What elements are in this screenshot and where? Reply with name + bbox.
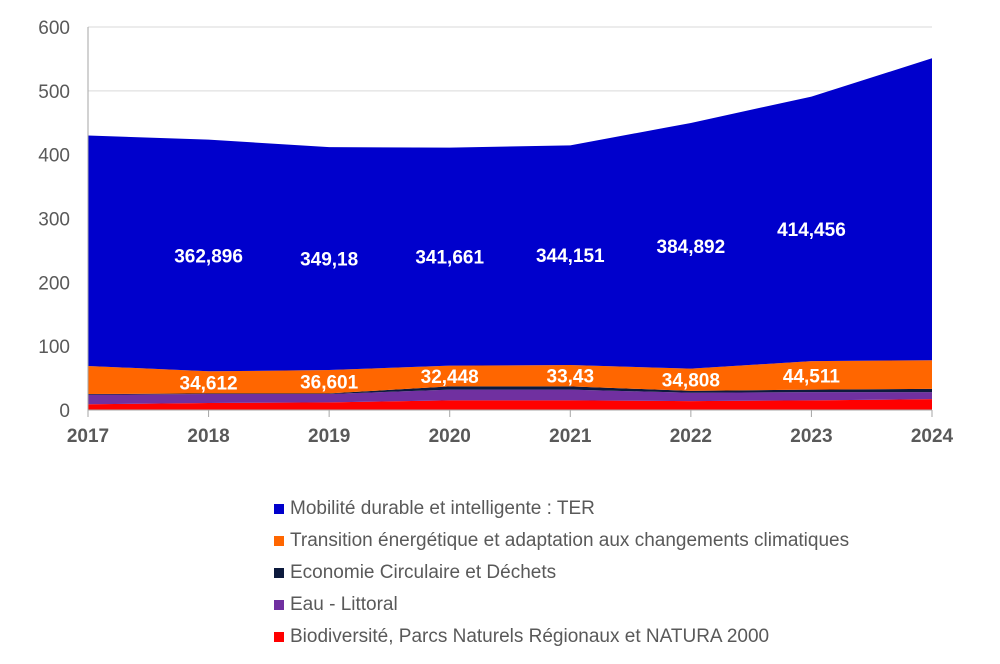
x-tick-label: 2021	[549, 426, 592, 447]
data-label: 341,661	[415, 248, 484, 269]
legend-label: Biodiversité, Parcs Naturels Régionaux e…	[290, 626, 770, 647]
legend-item: Eau - Littoral	[274, 589, 849, 621]
y-tick-label: 300	[38, 210, 70, 231]
legend-item: Biodiversité, Parcs Naturels Régionaux e…	[274, 621, 849, 653]
legend-swatch-icon	[274, 632, 284, 642]
area-biodiversite-parcs-naturels-regionaux-et-natura-2000	[88, 399, 932, 410]
x-tick-label: 2024	[911, 426, 954, 447]
area-series	[88, 58, 932, 410]
legend: Mobilité durable et intelligente : TER Tr…	[274, 493, 849, 653]
data-labels: 34,612 36,601 32,448 33,43 34,808 44,511 362,8…	[174, 220, 846, 394]
legend-item: Mobilité durable et intelligente : TER	[274, 493, 849, 525]
legend-label: Transition énergétique et adaptation aux…	[290, 530, 850, 551]
area-transition-energetique-et-adaptation-aux-changements-climatiques	[88, 360, 932, 395]
stacked-area-chart: 0 100 200 300 400 500 600 2017 2018 2019 2020 2021…	[38, 18, 954, 447]
data-label: 349,18	[300, 250, 358, 271]
x-tick-label: 2017	[67, 426, 109, 447]
legend-swatch-icon	[274, 504, 284, 514]
y-tick-label: 400	[38, 146, 70, 167]
area-eau-littoral	[88, 389, 932, 405]
data-label: 362,896	[174, 246, 243, 267]
x-tick-label: 2020	[429, 426, 471, 447]
data-label: 33,43	[547, 367, 595, 388]
legend-swatch-icon	[274, 568, 284, 578]
legend-swatch-icon	[274, 600, 284, 610]
data-label: 414,456	[777, 220, 846, 241]
legend-label: Economie Circulaire et Déchets	[290, 562, 557, 583]
data-label: 44,511	[783, 366, 840, 387]
legend-label: Mobilité durable et intelligente : TER	[290, 498, 595, 519]
y-tick-label: 0	[59, 401, 70, 422]
data-label: 34,612	[180, 373, 238, 394]
y-tick-label: 100	[38, 337, 70, 358]
data-label: 34,808	[662, 371, 720, 392]
y-tick-label: 600	[38, 18, 70, 39]
x-tick-label: 2019	[308, 426, 350, 447]
axes	[87, 27, 932, 411]
x-tick-label: 2018	[187, 426, 229, 447]
data-label: 32,448	[421, 367, 479, 388]
data-label: 344,151	[536, 246, 605, 267]
y-axis-ticks: 0 100 200 300 400 500 600	[38, 18, 70, 422]
legend-item: Economie Circulaire et Déchets	[274, 557, 849, 589]
legend-swatch-icon	[274, 536, 284, 546]
area-mobilite-durable-et-intelligente-ter	[88, 58, 932, 372]
area-economie-circulaire-et-dechets	[88, 386, 932, 395]
x-tick-label: 2023	[790, 426, 832, 447]
y-tick-label: 200	[38, 273, 70, 294]
y-tick-label: 500	[38, 82, 70, 103]
data-label: 384,892	[657, 237, 726, 258]
data-label: 36,601	[300, 373, 359, 394]
legend-label: Eau - Littoral	[290, 594, 398, 615]
x-axis-ticks: 2017 2018 2019 2020 2021 2022 2023 2024	[67, 410, 954, 447]
x-tick-label: 2022	[670, 426, 712, 447]
legend-item: Transition énergétique et adaptation aux…	[274, 525, 849, 557]
